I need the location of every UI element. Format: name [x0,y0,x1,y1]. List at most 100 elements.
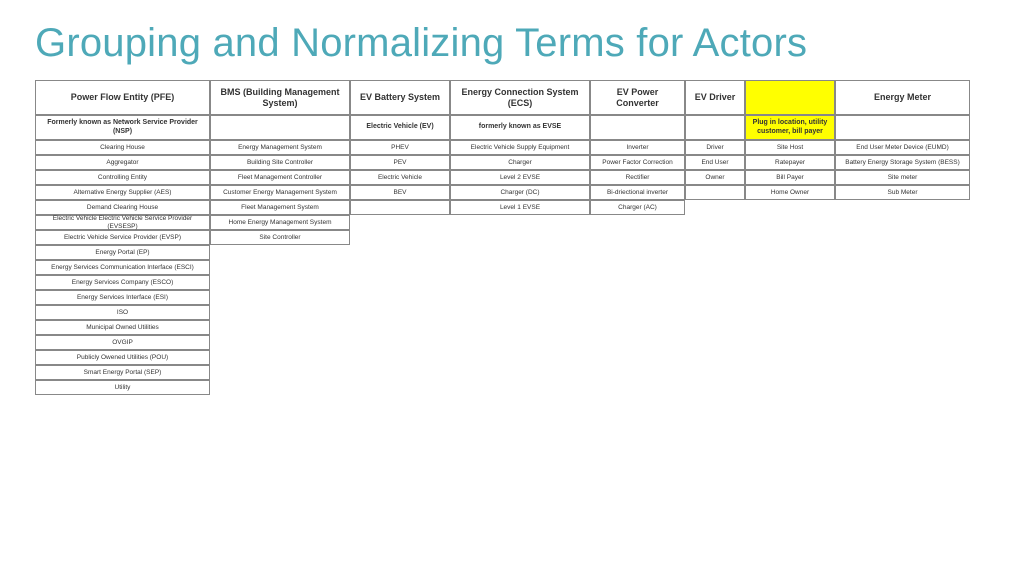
table-cell: Bill Payer [745,170,835,185]
table-cell: OVGIP [35,335,210,350]
table-cell: Rectifier [590,170,685,185]
column-subheader [210,115,350,140]
empty-cell [835,335,970,350]
empty-cell [835,305,970,320]
empty-cell [210,260,350,275]
empty-cell [685,350,745,365]
empty-cell [835,215,970,230]
empty-cell [210,320,350,335]
empty-cell [745,200,835,215]
empty-cell [450,275,590,290]
table-cell: Aggregator [35,155,210,170]
empty-cell [590,230,685,245]
table-cell: Charger [450,155,590,170]
table-cell: Controlling Entity [35,170,210,185]
empty-cell [210,275,350,290]
empty-cell [590,275,685,290]
empty-cell [210,365,350,380]
empty-cell [835,200,970,215]
empty-cell [210,245,350,260]
empty-cell [210,335,350,350]
empty-cell [745,275,835,290]
empty-cell [685,335,745,350]
empty-cell [835,350,970,365]
table-cell: Clearing House [35,140,210,155]
empty-cell [350,305,450,320]
table-cell: Site Controller [210,230,350,245]
column-header: Power Flow Entity (PFE) [35,80,210,115]
empty-cell [350,335,450,350]
empty-cell [835,245,970,260]
empty-cell [685,305,745,320]
empty-cell [590,335,685,350]
page-title: Grouping and Normalizing Terms for Actor… [35,20,989,66]
table-cell: Ratepayer [745,155,835,170]
empty-cell [350,320,450,335]
table-cell: Bi-driectional inverter [590,185,685,200]
empty-cell [350,245,450,260]
empty-cell [835,275,970,290]
empty-cell [745,260,835,275]
empty-cell [590,290,685,305]
table-cell: Building Site Controller [210,155,350,170]
column-subheader: Electric Vehicle (EV) [350,115,450,140]
table-cell: Energy Services Interface (ESI) [35,290,210,305]
column-subheader [590,115,685,140]
empty-cell [685,275,745,290]
empty-cell [450,380,590,395]
empty-cell [685,215,745,230]
table-cell: Electric Vehicle Supply Equipment [450,140,590,155]
empty-cell [835,230,970,245]
empty-cell [835,320,970,335]
empty-cell [685,260,745,275]
column-subheader: formerly known as EVSE [450,115,590,140]
empty-cell [450,365,590,380]
empty-cell [685,365,745,380]
empty-cell [590,260,685,275]
empty-cell [835,365,970,380]
empty-cell [745,335,835,350]
empty-cell [745,305,835,320]
actors-table: Power Flow Entity (PFE)BMS (Building Man… [35,80,989,395]
table-cell: Electric Vehicle Service Provider (EVSP) [35,230,210,245]
column-header: EV Driver [685,80,745,115]
empty-cell [745,290,835,305]
empty-cell [350,275,450,290]
empty-cell [835,290,970,305]
empty-cell [350,230,450,245]
empty-cell [350,260,450,275]
empty-cell [450,215,590,230]
empty-cell [685,245,745,260]
empty-cell [590,380,685,395]
column-header: Energy Meter [835,80,970,115]
empty-cell [350,365,450,380]
table-cell: Electric Vehicle Electric Vehicle Servic… [35,215,210,230]
column-subheader: Plug in location, utility customer, bill… [745,115,835,140]
column-subheader [685,115,745,140]
empty-cell [745,230,835,245]
table-cell [685,185,745,200]
table-cell: Energy Portal (EP) [35,245,210,260]
column-header: EV Battery System [350,80,450,115]
empty-cell [590,305,685,320]
table-cell: Home Energy Management System [210,215,350,230]
empty-cell [350,380,450,395]
table-cell: Smart Energy Portal (SEP) [35,365,210,380]
table-cell: Level 1 EVSE [450,200,590,215]
empty-cell [745,245,835,260]
empty-cell [590,320,685,335]
table-cell: PHEV [350,140,450,155]
empty-cell [590,215,685,230]
empty-cell [745,215,835,230]
table-cell: Power Factor Correction [590,155,685,170]
empty-cell [450,230,590,245]
empty-cell [745,380,835,395]
empty-cell [835,380,970,395]
column-header: EV Power Converter [590,80,685,115]
empty-cell [450,245,590,260]
empty-cell [350,350,450,365]
empty-cell [835,260,970,275]
empty-cell [450,320,590,335]
table-cell: Driver [685,140,745,155]
empty-cell [210,380,350,395]
